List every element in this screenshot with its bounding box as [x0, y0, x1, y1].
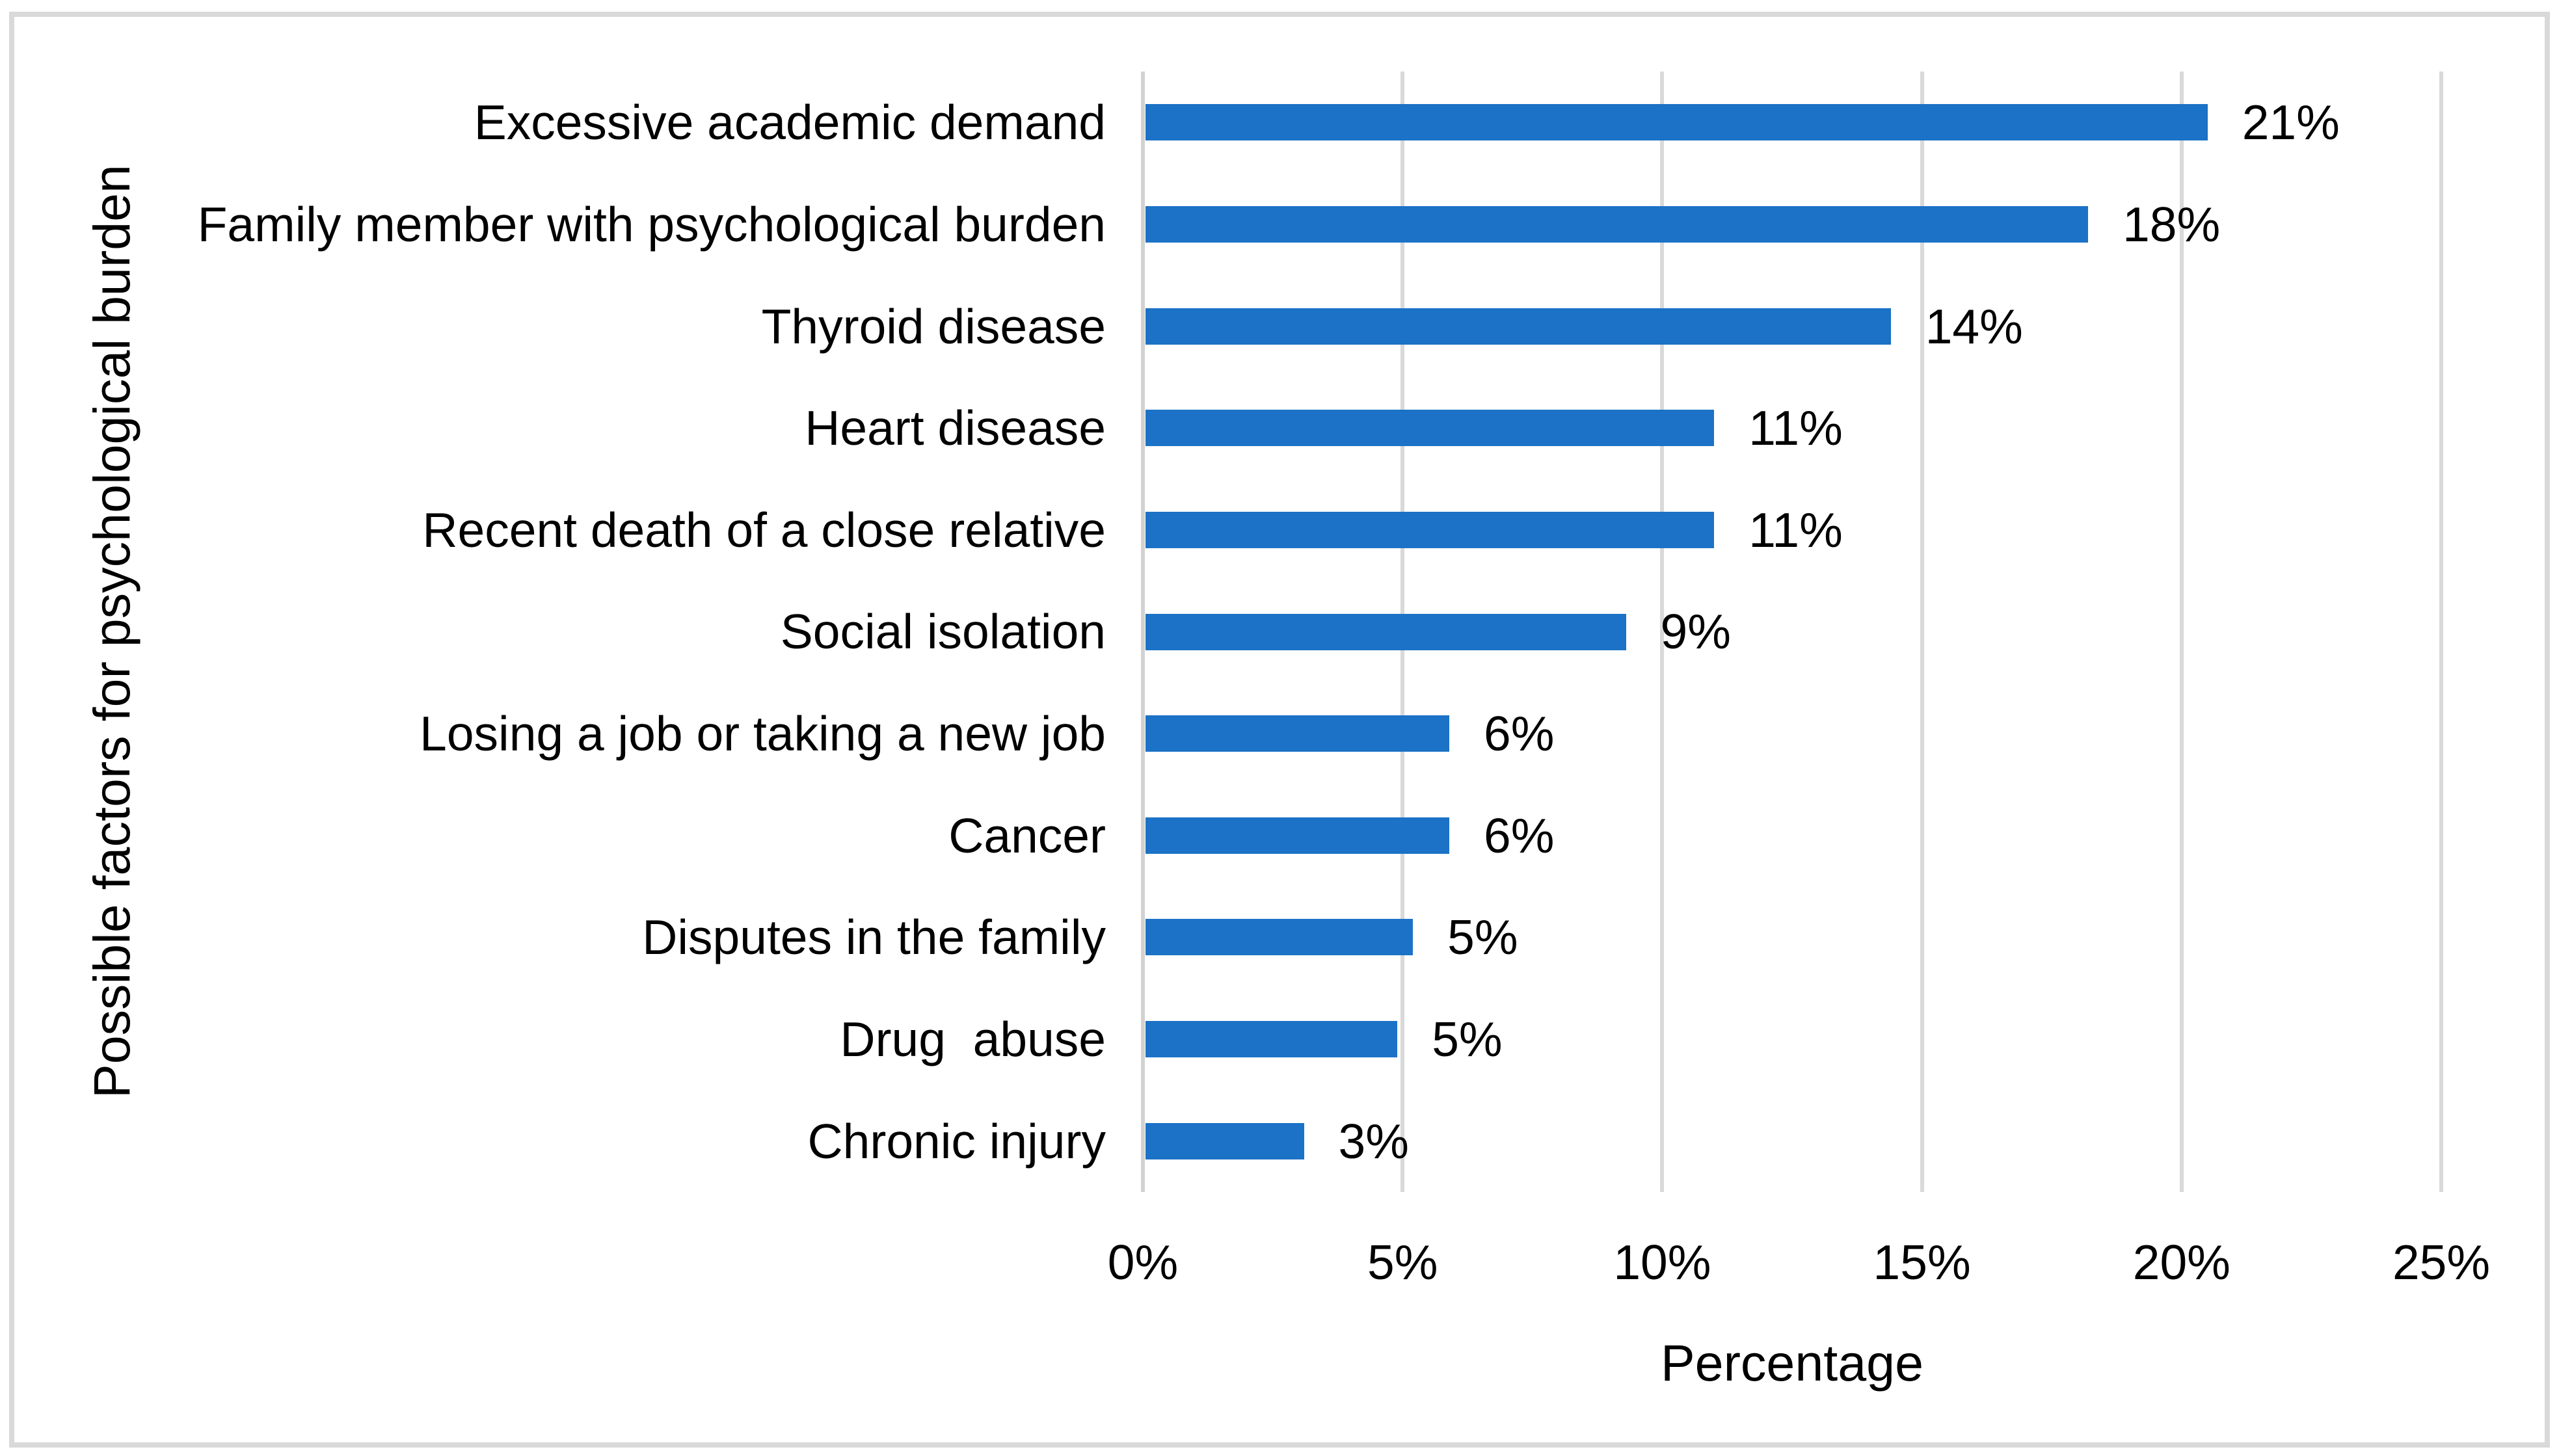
gridline: [1660, 72, 1665, 1192]
x-axis-title: Percentage: [1660, 1334, 1924, 1392]
x-axis-tick-label: 20%: [2132, 1235, 2231, 1290]
value-label: 18%: [2123, 196, 2221, 252]
gridline: [2439, 72, 2443, 1192]
value-label: 6%: [1484, 808, 1555, 863]
x-axis-tick-label: 15%: [1873, 1235, 1971, 1290]
chart-outer-border: [9, 12, 2550, 1448]
x-axis-tick-label: 25%: [2392, 1235, 2491, 1290]
value-label: 5%: [1432, 1012, 1503, 1067]
bar: [1146, 613, 1626, 650]
category-label: Social isolation: [780, 604, 1106, 659]
value-label: 3%: [1338, 1113, 1409, 1169]
category-label: Thyroid disease: [761, 298, 1106, 354]
gridline: [1920, 72, 1924, 1192]
category-label: Excessive academic demand: [474, 95, 1106, 150]
y-axis-title: Possible factors for psychological burde…: [83, 165, 141, 1098]
bar: [1146, 1122, 1304, 1159]
category-label: Recent death of a close relative: [422, 502, 1106, 557]
category-label: Disputes in the family: [642, 910, 1106, 965]
value-label: 11%: [1748, 502, 1843, 557]
value-label: 14%: [1925, 298, 2023, 354]
category-label: Losing a job or taking a new job: [420, 706, 1106, 761]
y-axis-line: [1141, 72, 1145, 1192]
bar: [1146, 308, 1891, 345]
x-axis-tick-label: 10%: [1613, 1235, 1711, 1290]
value-label: 5%: [1447, 910, 1518, 965]
x-axis-tick-label: 0%: [1107, 1235, 1179, 1290]
value-label: 9%: [1660, 604, 1731, 659]
bar: [1146, 205, 2089, 243]
value-label: 21%: [2242, 95, 2340, 150]
value-label: 6%: [1484, 706, 1555, 761]
bar: [1146, 715, 1450, 752]
bar: [1146, 1021, 1398, 1058]
category-label: Family member with psychological burden: [197, 196, 1106, 252]
bar: [1146, 104, 2208, 141]
x-axis-tick-label: 5%: [1367, 1235, 1438, 1290]
bar: [1146, 511, 1715, 548]
category-label: Chronic injury: [807, 1113, 1106, 1169]
category-label: Drug abuse: [840, 1012, 1106, 1067]
bar: [1146, 817, 1450, 854]
category-label: Heart disease: [805, 401, 1106, 456]
category-label: Cancer: [948, 808, 1106, 863]
gridline: [2179, 72, 2184, 1192]
bar: [1146, 410, 1715, 447]
bar: [1146, 919, 1413, 956]
value-label: 11%: [1748, 401, 1843, 456]
